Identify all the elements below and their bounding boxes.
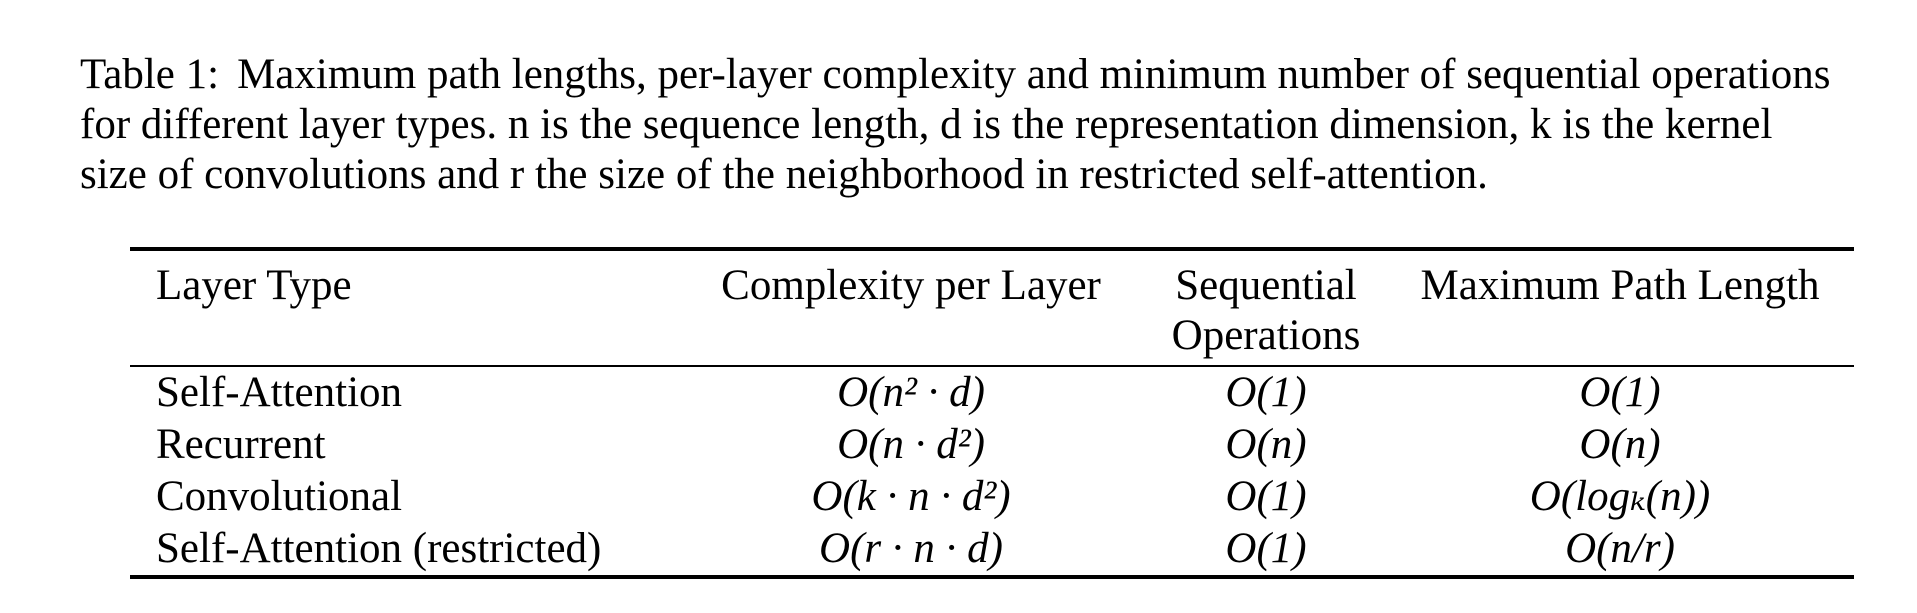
cell-layer-type: Convolutional [130,471,676,523]
cell-sequential: O(n) [1146,419,1386,471]
header-layer-type: Layer Type [130,251,676,365]
table-row: Self-Attention O(n² · d) O(1) O(1) [130,367,1854,419]
cell-layer-type: Recurrent [130,419,676,471]
caption-line-3: size of convolutions and r the size of t… [80,150,1900,200]
caption-line-1: Table 1: Maximum path lengths, per-layer … [80,50,1900,100]
header-row: Layer Type Complexity per Layer Sequenti… [130,251,1854,365]
caption-label: Table 1: [80,51,219,98]
bottom-rule [130,575,1854,579]
cell-complexity: O(n · d²) [676,419,1146,471]
caption-text-1: Maximum path lengths, per-layer complexi… [237,51,1830,98]
table-caption: Table 1: Maximum path lengths, per-layer … [80,50,1900,200]
table-row: Recurrent O(n · d²) O(n) O(n) [130,419,1854,471]
cell-layer-type: Self-Attention [130,367,676,419]
cell-max-path: O(n) [1386,419,1854,471]
cell-max-path: O(1) [1386,367,1854,419]
table-row: Self-Attention (restricted) O(r · n · d)… [130,523,1854,575]
cell-sequential: O(1) [1146,523,1386,575]
cell-complexity: O(k · n · d²) [676,471,1146,523]
cell-layer-type: Self-Attention (restricted) [130,523,676,575]
cell-max-path: O(logₖ(n)) [1386,471,1854,523]
header-complexity: Complexity per Layer [676,251,1146,365]
header-sequential-line2: Operations [1172,312,1361,359]
header-sequential-line1: Sequential [1175,262,1357,309]
table-row: Convolutional O(k · n · d²) O(1) O(logₖ(… [130,471,1854,523]
cell-max-path: O(n/r) [1386,523,1854,575]
caption-line-2: for different layer types. n is the sequ… [80,100,1900,150]
cell-sequential: O(1) [1146,471,1386,523]
cell-complexity: O(n² · d) [676,367,1146,419]
cell-sequential: O(1) [1146,367,1386,419]
header-max-path: Maximum Path Length [1386,251,1854,365]
cell-complexity: O(r · n · d) [676,523,1146,575]
header-sequential: Sequential Operations [1146,251,1386,365]
complexity-table: Layer Type Complexity per Layer Sequenti… [130,247,1854,579]
